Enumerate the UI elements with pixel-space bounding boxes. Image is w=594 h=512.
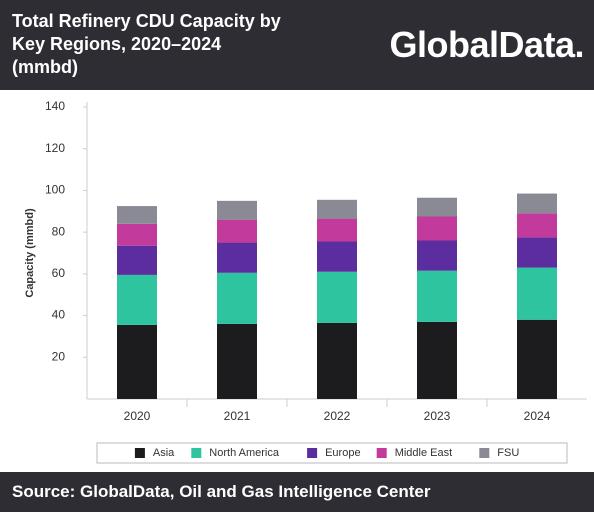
title: Total Refinery CDU Capacity by Key Regio… [12, 11, 281, 77]
bar-segment [217, 323, 257, 399]
bar-segment [417, 270, 457, 322]
x-tick-label: 2020 [124, 409, 151, 423]
bar-segment [117, 324, 157, 399]
y-tick-label: 140 [45, 99, 65, 113]
bar-segment [517, 213, 557, 238]
bar-segment [417, 321, 457, 399]
legend-label: North America [209, 447, 280, 459]
bar-segment [217, 200, 257, 220]
bar-segment [317, 241, 357, 272]
bar-segment [417, 240, 457, 271]
bar-segment [217, 219, 257, 243]
bar-segment [217, 242, 257, 273]
legend-label: Europe [325, 447, 360, 459]
y-axis-label: Capacity (mmbd) [24, 208, 36, 298]
bar-segment [517, 267, 557, 320]
y-tick-label: 60 [52, 266, 66, 280]
logo: GlobalData. [389, 24, 584, 65]
bar-segment [317, 322, 357, 399]
bar-segment [517, 237, 557, 268]
bar-segment [317, 199, 357, 219]
bar-segment [117, 245, 157, 275]
x-tick-label: 2022 [324, 409, 351, 423]
legend-label: FSU [497, 447, 519, 459]
legend-label: Middle East [395, 447, 452, 459]
legend-swatch [307, 448, 318, 458]
bar-segment [417, 197, 457, 217]
x-tick-label: 2023 [424, 409, 451, 423]
bar-segment [117, 206, 157, 224]
bar-segment [317, 218, 357, 242]
source: Source: GlobalData, Oil and Gas Intellig… [12, 482, 431, 501]
legend-label: Asia [153, 447, 175, 459]
y-tick-label: 80 [52, 224, 66, 238]
legend-swatch [134, 448, 145, 458]
bar-segment [417, 216, 457, 241]
legend-swatch [376, 448, 387, 458]
x-tick-label: 2024 [524, 409, 551, 423]
bar-segment [517, 193, 557, 214]
x-tick-label: 2021 [224, 409, 251, 423]
bar-segment [317, 271, 357, 323]
y-tick-label: 120 [45, 141, 65, 155]
bar-segment [117, 223, 157, 246]
header: Total Refinery CDU Capacity by Key Regio… [0, 0, 594, 90]
y-tick-label: 20 [52, 349, 66, 363]
legend-box [96, 442, 568, 464]
y-tick-label: 100 [45, 183, 65, 197]
bar-segment [217, 272, 257, 324]
footer: Source: GlobalData, Oil and Gas Intellig… [0, 472, 594, 512]
bar-segment [117, 274, 157, 325]
legend-swatch [479, 448, 490, 458]
bar-segment [517, 319, 557, 399]
legend-swatch [191, 448, 202, 458]
chart: 20 40 60 80 100 120 140 Capacity (mmbd) 2020 2021… [24, 99, 587, 464]
y-tick-label: 40 [52, 308, 66, 322]
